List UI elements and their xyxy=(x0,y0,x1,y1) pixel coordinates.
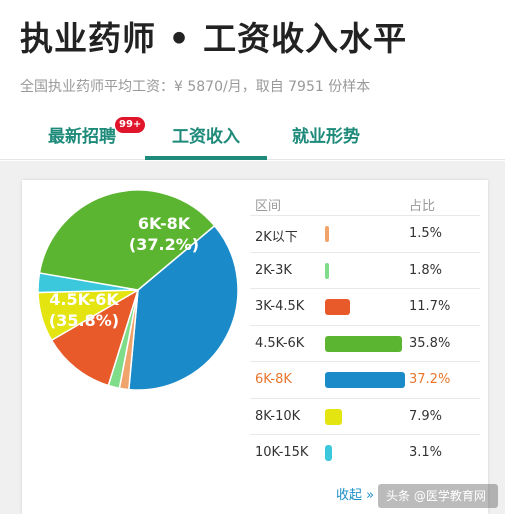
row-share-value: 1.8% xyxy=(409,262,443,278)
row-range: 4.5K-6K xyxy=(255,335,305,351)
table-row: 10K-15K 3.1% xyxy=(250,434,480,470)
pie-label-4-5k-6k: 4.5K-6K (35.8%) xyxy=(44,289,124,331)
row-share-value: 3.1% xyxy=(409,445,443,460)
tab-bar: 最新招聘 工资收入 就业形势 xyxy=(0,108,505,160)
pie-label-pct: (37.2%) xyxy=(128,235,200,254)
row-range: 3K-4.5K xyxy=(255,299,305,314)
tab-salary-income[interactable]: 工资收入 xyxy=(172,127,240,147)
row-share-value: 35.8% xyxy=(409,335,451,351)
row-share-bar xyxy=(325,445,332,461)
column-header-range: 区间 xyxy=(255,199,282,214)
row-range: 2K以下 xyxy=(255,230,298,245)
row-range: 10K-15K xyxy=(255,445,309,460)
active-tab-indicator xyxy=(145,156,267,160)
notification-badge: 99+ xyxy=(115,117,146,133)
pie-label-6k-8k: 6K-8K (37.2%) xyxy=(118,213,210,255)
table-row: 8K-10K 7.9% xyxy=(250,397,480,434)
row-share-bar xyxy=(325,262,329,279)
pie-slice-4.5k6k xyxy=(38,190,216,291)
row-share-bar xyxy=(325,299,351,315)
watermark: 头条 @医学教育网 xyxy=(378,484,498,508)
row-share-value: 7.9% xyxy=(409,408,443,424)
tab-employment-situation[interactable]: 就业形势 xyxy=(292,127,360,147)
pie-label-range: 4.5K-6K xyxy=(49,290,119,309)
table-row: 2K-3K 1.8% xyxy=(250,251,480,288)
tab-latest-recruitment[interactable]: 最新招聘 xyxy=(48,127,116,147)
collapse-link[interactable]: 收起 » xyxy=(336,488,375,503)
row-share-value: 1.5% xyxy=(409,226,443,241)
row-share-bar xyxy=(325,408,342,425)
row-range: 2K-3K xyxy=(255,262,292,278)
row-share-bar xyxy=(325,372,405,388)
column-header-share: 占比 xyxy=(409,199,436,214)
pie-slice-3k4.5k xyxy=(50,288,140,387)
pie-slice-6k8k xyxy=(128,224,238,390)
row-share-bar xyxy=(325,226,329,242)
row-range: 6K-8K xyxy=(255,372,292,387)
pie-label-pct: (35.8%) xyxy=(48,311,120,330)
pie-label-range: 6K-8K xyxy=(137,214,191,233)
table-row: 4.5K-6K 35.8% xyxy=(250,324,480,361)
average-salary-summary: 全国执业药师平均工资：¥ 5870/月，取自 7951 份样本 xyxy=(20,79,371,95)
row-share-value: 11.7% xyxy=(409,299,451,314)
table-row: 3K-4.5K 11.7% xyxy=(250,288,480,324)
row-range: 8K-10K xyxy=(255,408,301,424)
table-row: 2K以下 1.5% xyxy=(250,215,480,251)
salary-pie-chart xyxy=(38,190,238,390)
page-title: 执业药师 • 工资收入水平 xyxy=(20,19,408,58)
row-share-bar xyxy=(325,335,402,352)
table-row: 6K-8K 37.2% xyxy=(250,361,480,397)
row-share-value: 37.2% xyxy=(409,372,451,387)
